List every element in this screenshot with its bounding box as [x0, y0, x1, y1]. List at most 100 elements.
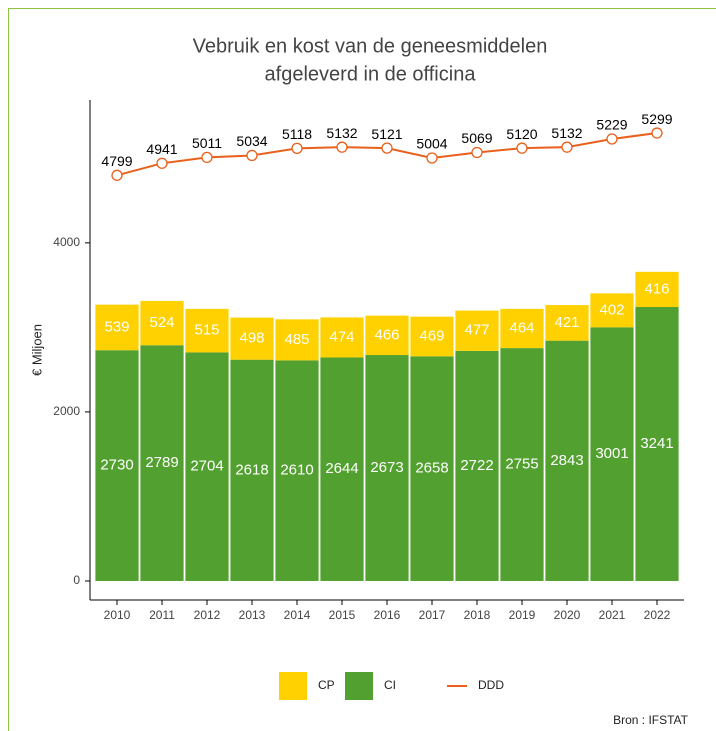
bar-segment: [275, 360, 319, 581]
value-label: 2610: [280, 462, 313, 479]
chart-title: Vebruik en kost van de geneesmiddelen: [193, 35, 548, 57]
value-label: 5034: [236, 133, 267, 149]
line-marker: [336, 141, 348, 153]
bar-segment: [590, 293, 634, 328]
bar-segment: [275, 319, 319, 361]
bar-segment: [185, 308, 229, 353]
x-tick-label: 2019: [509, 608, 536, 622]
bar-segment: [95, 304, 139, 351]
value-label: 5118: [282, 126, 312, 142]
value-label: 421: [554, 314, 579, 331]
bar-segment: [95, 350, 139, 581]
value-label: 539: [104, 318, 129, 335]
line-marker: [381, 142, 393, 154]
bar-segment: [410, 356, 454, 581]
value-label: 469: [419, 327, 444, 344]
value-label: 2673: [370, 459, 403, 476]
x-tick-label: 2020: [554, 608, 581, 622]
line-marker: [246, 149, 258, 162]
value-label: 2658: [415, 460, 448, 477]
value-label: 4941: [146, 141, 177, 157]
bar-segment: [590, 327, 634, 581]
x-tick-label: 2021: [599, 608, 626, 622]
source: Bron : IFSTAT: [613, 713, 689, 727]
x-tick-label: 2015: [329, 608, 356, 622]
value-label: 3241: [640, 435, 673, 452]
value-label: 485: [284, 331, 309, 348]
value-label: 477: [464, 322, 489, 339]
bar-segment: [500, 348, 544, 581]
x-tick-label: 2011: [149, 608, 175, 622]
bar-segment: [455, 310, 499, 351]
x-tick-label: 2018: [464, 608, 491, 622]
bar-segment: [545, 305, 589, 341]
line-marker: [291, 142, 303, 155]
x-tick-label: 2014: [284, 608, 311, 622]
bar-segment: [320, 357, 364, 581]
bar-segment: [365, 315, 409, 356]
bar-segment: [635, 271, 679, 308]
x-tick-label: 2012: [194, 608, 221, 622]
legend-label: DDD: [478, 678, 504, 692]
value-label: 498: [239, 330, 264, 347]
x-tick-label: 2022: [644, 608, 671, 622]
x-tick-label: 2010: [104, 608, 131, 622]
value-label: 2789: [145, 454, 178, 471]
y-tick-label: 0: [73, 573, 80, 587]
bar-segment: [140, 345, 184, 581]
line-marker: [111, 169, 123, 181]
value-label: 2755: [505, 456, 538, 473]
legend-swatch: [345, 672, 373, 700]
bar-segment: [230, 359, 274, 581]
bar-segment: [635, 307, 679, 581]
value-label: 3001: [595, 445, 628, 462]
value-label: 474: [329, 328, 354, 345]
value-label: 4799: [101, 153, 132, 169]
bar-segment: [140, 300, 184, 346]
x-tick-label: 2013: [239, 608, 266, 622]
bar-segment: [185, 352, 229, 581]
line-marker: [426, 152, 438, 164]
value-label: 2843: [550, 452, 583, 469]
value-label: 2704: [190, 458, 223, 475]
value-label: 5004: [416, 136, 447, 152]
value-label: 5299: [641, 111, 672, 127]
value-label: 5011: [192, 135, 222, 151]
value-label: 416: [644, 280, 669, 297]
legend-swatch: [279, 672, 307, 700]
value-label: 5120: [506, 126, 537, 142]
value-label: 5229: [596, 117, 627, 133]
y-axis-label: € Miljoen: [29, 324, 44, 376]
value-label: 5069: [461, 130, 492, 146]
line-marker: [606, 133, 618, 145]
x-tick-label: 2016: [374, 608, 401, 622]
line-marker: [561, 141, 573, 153]
x-tick-label: 2017: [419, 608, 446, 622]
value-label: 2722: [460, 457, 493, 474]
line-marker: [471, 146, 483, 159]
line-marker: [201, 151, 213, 164]
value-label: 5132: [326, 125, 357, 141]
bar-segment: [365, 355, 409, 581]
value-label: 5132: [551, 125, 582, 141]
bar-segment: [455, 350, 499, 581]
bar-segment: [230, 317, 274, 360]
value-label: 402: [599, 301, 624, 318]
bar-segment: [545, 340, 589, 581]
legend-label: CP: [318, 678, 335, 692]
value-label: 2644: [325, 460, 358, 477]
bar-segment: [410, 316, 454, 357]
line-marker: [156, 157, 168, 169]
frame: [8, 8, 716, 731]
bar-segment: [320, 317, 364, 358]
value-label: 2730: [100, 457, 133, 474]
y-tick-label: 2000: [53, 404, 80, 418]
bar-segment: [500, 308, 544, 349]
value-label: 464: [509, 319, 534, 336]
line-marker: [651, 127, 663, 139]
line-marker: [516, 142, 528, 154]
chart-title: afgeleverd in de officina: [265, 63, 477, 85]
value-label: 524: [149, 314, 174, 331]
value-label: 5121: [371, 126, 402, 142]
